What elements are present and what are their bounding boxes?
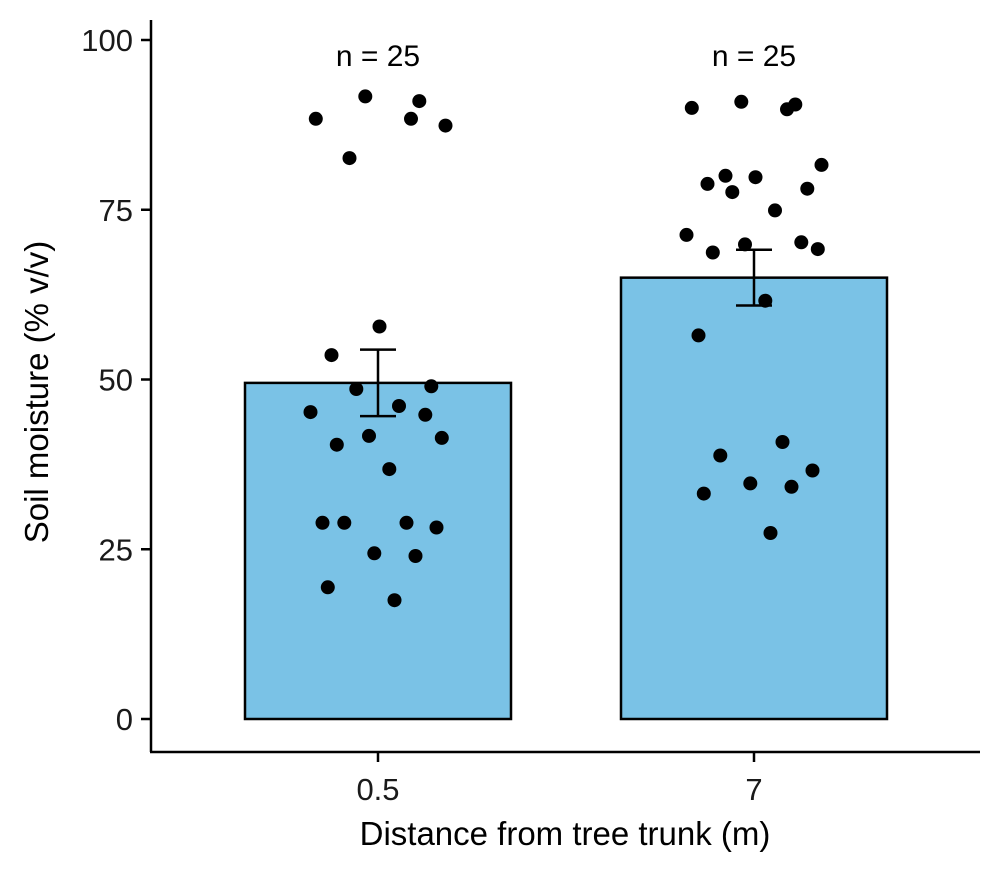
data-point — [810, 242, 825, 257]
data-point — [758, 293, 773, 308]
data-point — [814, 157, 829, 172]
data-point — [705, 245, 720, 260]
x-ticks-layer: 0.5 7 — [356, 752, 763, 807]
data-point — [780, 102, 794, 117]
data-point — [362, 428, 376, 443]
data-point — [404, 111, 418, 126]
data-point — [429, 520, 444, 535]
data-point — [718, 168, 733, 183]
data-point — [382, 462, 397, 477]
data-point — [324, 348, 339, 363]
data-point — [308, 111, 323, 126]
data-point — [329, 437, 344, 452]
data-point — [696, 486, 711, 501]
axes — [149, 20, 980, 754]
data-point — [768, 203, 782, 218]
data-point — [748, 170, 763, 185]
data-point — [408, 549, 423, 563]
data-point — [763, 526, 778, 540]
data-point — [734, 94, 749, 109]
y-tick-label: 0 — [116, 702, 133, 737]
data-point — [438, 118, 453, 133]
data-point — [315, 515, 330, 530]
data-point — [320, 580, 335, 595]
data-point — [342, 151, 357, 166]
data-point — [424, 379, 439, 394]
data-point — [358, 89, 373, 104]
data-point — [399, 515, 414, 530]
data-point — [743, 476, 758, 491]
y-ticks-layer: 0 25 50 75 100 — [81, 23, 151, 737]
points-layer — [303, 89, 829, 608]
y-tick-label: 75 — [99, 193, 133, 228]
data-point — [725, 185, 740, 200]
data-point — [303, 405, 318, 420]
bars-layer — [243, 276, 889, 721]
data-point — [412, 94, 427, 109]
data-point — [800, 181, 815, 196]
data-point — [700, 176, 715, 191]
data-point — [387, 593, 402, 608]
data-point — [794, 235, 809, 250]
data-point — [337, 515, 352, 530]
x-tick-label: 7 — [745, 772, 762, 807]
data-point — [349, 382, 364, 396]
data-point — [738, 237, 752, 252]
data-point — [784, 479, 799, 494]
data-point — [392, 399, 406, 413]
data-point — [805, 463, 820, 478]
data-point — [684, 100, 699, 115]
y-axis-title: Soil moisture (% v/v) — [18, 241, 55, 544]
n-label-0.5: n = 25 — [336, 40, 420, 73]
y-tick-label: 50 — [99, 363, 133, 398]
x-axis-title: Distance from tree trunk (m) — [360, 815, 771, 852]
data-point — [418, 407, 433, 422]
y-tick-label: 100 — [81, 23, 133, 58]
n-label-7: n = 25 — [712, 40, 796, 73]
y-tick-label: 25 — [99, 532, 133, 567]
data-point — [367, 546, 382, 561]
data-point — [434, 430, 449, 445]
data-point — [679, 227, 694, 242]
data-point — [775, 435, 790, 449]
data-point — [372, 319, 387, 334]
x-tick-label: 0.5 — [356, 772, 399, 807]
bar-7 — [619, 276, 889, 721]
data-point — [691, 328, 706, 343]
data-point — [713, 448, 728, 463]
n-labels-layer: n = 25 n = 25 — [336, 40, 796, 73]
error-bar-0.5 — [360, 348, 396, 418]
